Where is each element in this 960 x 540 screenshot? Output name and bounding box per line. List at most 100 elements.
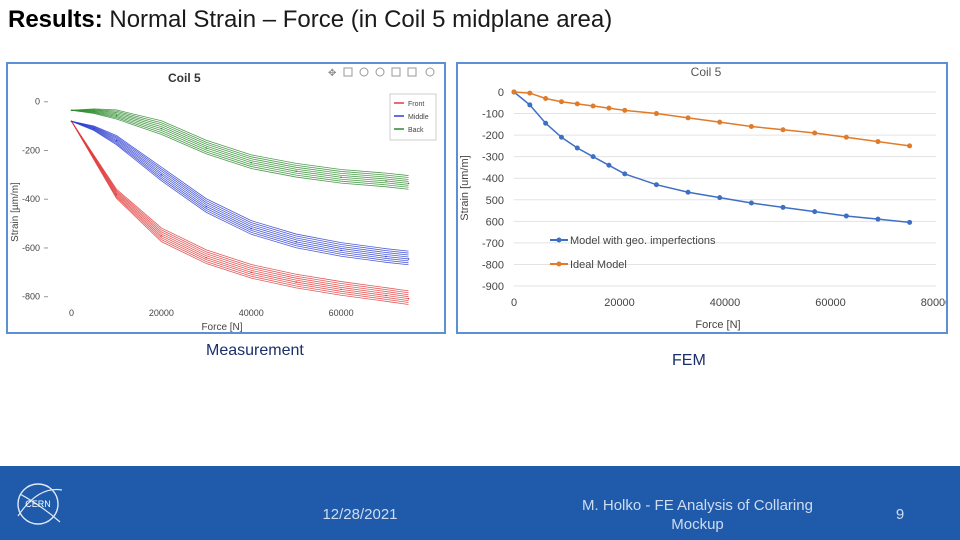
x-axis-label: Force [N] [695,319,740,331]
data-point [385,180,387,182]
x-axis-label: Force [N] [201,322,242,332]
data-point [295,281,297,283]
data-point [717,119,723,125]
x-tick-label: 40000 [239,308,264,318]
series-line [513,91,910,224]
fem-chart-panel: Coil 5 0 -100 -200 -300 -400 500 600 -700 -800 -9… [456,62,951,334]
data-point [385,294,387,297]
data-point [205,147,208,149]
data-point [748,123,754,129]
data-point [875,139,881,145]
y-tick-label: -200 [22,145,40,155]
measurement-chart: Coil 5 ✥ 0 20000 40000 60000 0 -200 -400 -600 -8… [10,67,437,333]
data-point [558,99,564,105]
data-point [907,219,913,225]
data-point [385,255,387,258]
title-rest: Normal Strain – Force (in Coil 5 midplan… [102,6,613,33]
chart-title: Coil 5 [168,71,201,85]
x-tick-label: 60000 [329,308,354,318]
legend-label: Model with geo. imperfections [570,235,716,247]
series-line [71,120,409,262]
series-line [71,121,409,300]
y-tick-label: 0 [35,97,40,107]
data-point [622,171,628,177]
y-tick-label: -400 [22,194,40,204]
x-tick-label: 60000 [815,297,846,309]
data-point [527,102,533,108]
data-point [527,90,533,96]
lasso-icon[interactable] [359,67,369,77]
legend-label: Ideal Model [570,259,627,271]
data-point [685,189,691,195]
series-line [71,108,409,176]
data-point [407,182,410,185]
y-tick-label: -800 [482,259,504,271]
series-line [71,120,409,258]
data-point [875,216,881,222]
zoom-icon[interactable] [343,67,353,77]
x-tick-label: 20000 [149,308,174,318]
settings-icon[interactable] [425,67,435,77]
series-line [71,109,409,184]
pan-icon[interactable]: ✥ [328,68,336,79]
data-point [843,134,849,140]
y-tick-label: -800 [22,292,40,302]
series-line [71,120,409,256]
data-point [653,111,659,117]
y-tick-label: 600 [486,216,504,228]
fem-chart: Coil 5 0 -100 -200 -300 -400 500 600 -700 -800 -9… [459,65,951,331]
data-point [574,145,580,151]
x-tick-label: 40000 [710,297,741,309]
y-tick-label: -600 [22,243,40,253]
data-point [907,143,913,149]
y-axis-label: Strain [um/m] [459,155,471,220]
legend: Model with geo. imperfections Ideal Model [550,235,716,271]
data-point [407,258,410,260]
legend-box [389,93,437,141]
legend-label: Front [408,101,424,108]
save-icon[interactable] [391,67,401,77]
chart-title: Coil 5 [691,65,722,79]
y-tick-label: -200 [482,130,504,142]
data-point [93,156,95,159]
data-point [340,288,342,291]
x-tick-label: 0 [511,297,517,309]
series-line [513,91,910,147]
data-point [160,174,163,176]
series-line [71,121,409,296]
series-line [71,121,409,292]
series-line [71,109,409,178]
series-line [71,121,409,305]
data-point [543,120,549,126]
data-point [653,182,659,188]
data-point [115,139,118,142]
data-point [250,161,253,164]
cern-logo-text: CERN [25,499,51,509]
hover-icon[interactable] [407,67,417,77]
data-point [295,170,297,172]
data-point [93,110,95,113]
data-point [606,162,612,168]
y-tick-label: -300 [482,152,504,164]
data-point [511,89,517,95]
data-point [115,193,118,196]
fem-caption: FEM [672,352,706,369]
series-model-with-geo-imperfections [511,89,913,225]
x-tick-label: 80000 [921,297,946,309]
data-point [558,134,564,140]
data-point [250,227,253,230]
series-line [71,109,409,182]
series-middle [70,120,410,266]
series-line [71,120,409,254]
data-point [717,195,723,201]
y-tick-label: 500 [486,195,504,207]
series-back [70,108,410,190]
footer-author: M. Holko - FE Analysis of Collaring Mock… [582,497,813,533]
legend: Front Middle Back [389,93,437,141]
y-tick-label: -400 [482,173,504,185]
x-tick-label: 0 [69,308,74,318]
footer-bar: CERN 12/28/2021 M. Holko - FE Analysis o… [0,466,960,540]
y-axis-label: Strain [µm/m] [10,182,21,242]
data-point [622,107,628,113]
reset-icon[interactable] [375,67,385,77]
